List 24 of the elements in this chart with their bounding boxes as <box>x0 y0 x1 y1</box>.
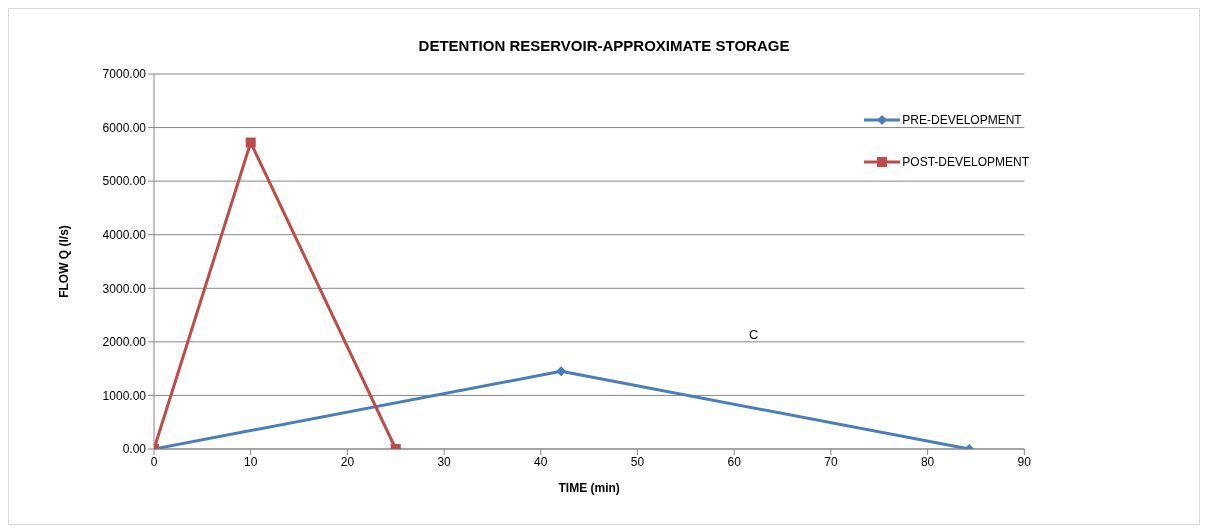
y-tick-label: 5000.00 <box>102 174 147 189</box>
x-tick-label: 40 <box>534 454 548 469</box>
y-tick-label: 7000.00 <box>102 67 147 82</box>
x-tick-label: 50 <box>630 454 645 469</box>
x-tick-label: 90 <box>1017 454 1032 469</box>
y-tick-label: 1000.00 <box>102 388 147 403</box>
annotation: C <box>749 327 759 342</box>
x-axis-title: TIME (min) <box>558 481 620 495</box>
y-tick-label: 3000.00 <box>102 281 147 296</box>
y-tick-label: 2000.00 <box>102 335 147 350</box>
y-tick-label: 6000.00 <box>102 120 147 135</box>
x-tick-label: 0 <box>150 454 158 469</box>
x-tick-label: 70 <box>824 454 838 469</box>
y-tick-label: 0.00 <box>122 442 147 457</box>
x-tick-label: 20 <box>340 454 355 469</box>
legend-label: PRE-DEVELOPMENT <box>902 112 1022 129</box>
legend-label: POST-DEVELOPMENT <box>902 154 1029 171</box>
chart-title: DETENTION RESERVOIR-APPROXIMATE STORAGE <box>417 37 791 54</box>
x-tick-label: 80 <box>920 454 935 469</box>
y-axis-title: FLOW Q (l/s) <box>57 225 72 298</box>
x-tick-label: 60 <box>727 454 742 469</box>
x-tick-label: 30 <box>437 454 452 469</box>
y-tick-label: 4000.00 <box>102 227 147 242</box>
x-tick-label: 10 <box>244 454 258 469</box>
